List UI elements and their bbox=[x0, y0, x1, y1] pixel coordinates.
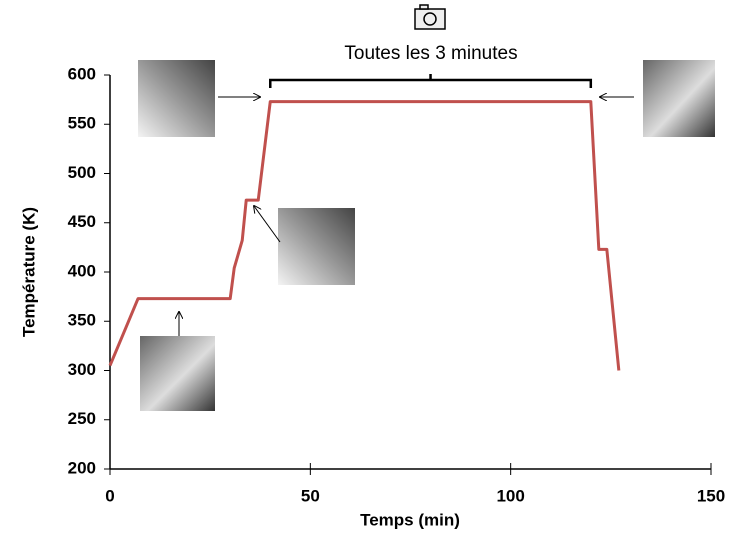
camera-icon bbox=[414, 4, 446, 30]
y-tick-label: 600 bbox=[68, 64, 96, 83]
y-tick-label: 350 bbox=[68, 311, 96, 330]
x-tick-label: 150 bbox=[697, 486, 725, 505]
bracket bbox=[269, 74, 593, 88]
y-tick-label: 200 bbox=[68, 458, 96, 477]
y-tick-label: 450 bbox=[68, 212, 96, 231]
micrograph bbox=[140, 336, 215, 411]
y-tick-label: 300 bbox=[68, 360, 96, 379]
x-axis-label: Temps (min) bbox=[360, 510, 460, 529]
series-line bbox=[108, 100, 621, 371]
micrograph bbox=[643, 60, 715, 137]
x-tick-label: 50 bbox=[301, 486, 320, 505]
x-tick-label: 0 bbox=[105, 486, 114, 505]
micrograph bbox=[138, 60, 215, 137]
arrows bbox=[179, 97, 634, 336]
x-tick-label: 100 bbox=[496, 486, 524, 505]
annotation: Toutes les 3 minutes bbox=[344, 43, 517, 64]
y-axis-label: Température (K) bbox=[19, 207, 38, 337]
y-tick-label: 400 bbox=[68, 261, 96, 280]
y-tick-label: 500 bbox=[68, 163, 96, 182]
y-tick-label: 250 bbox=[68, 409, 96, 428]
micrograph bbox=[278, 208, 355, 285]
y-tick-label: 550 bbox=[68, 114, 96, 133]
